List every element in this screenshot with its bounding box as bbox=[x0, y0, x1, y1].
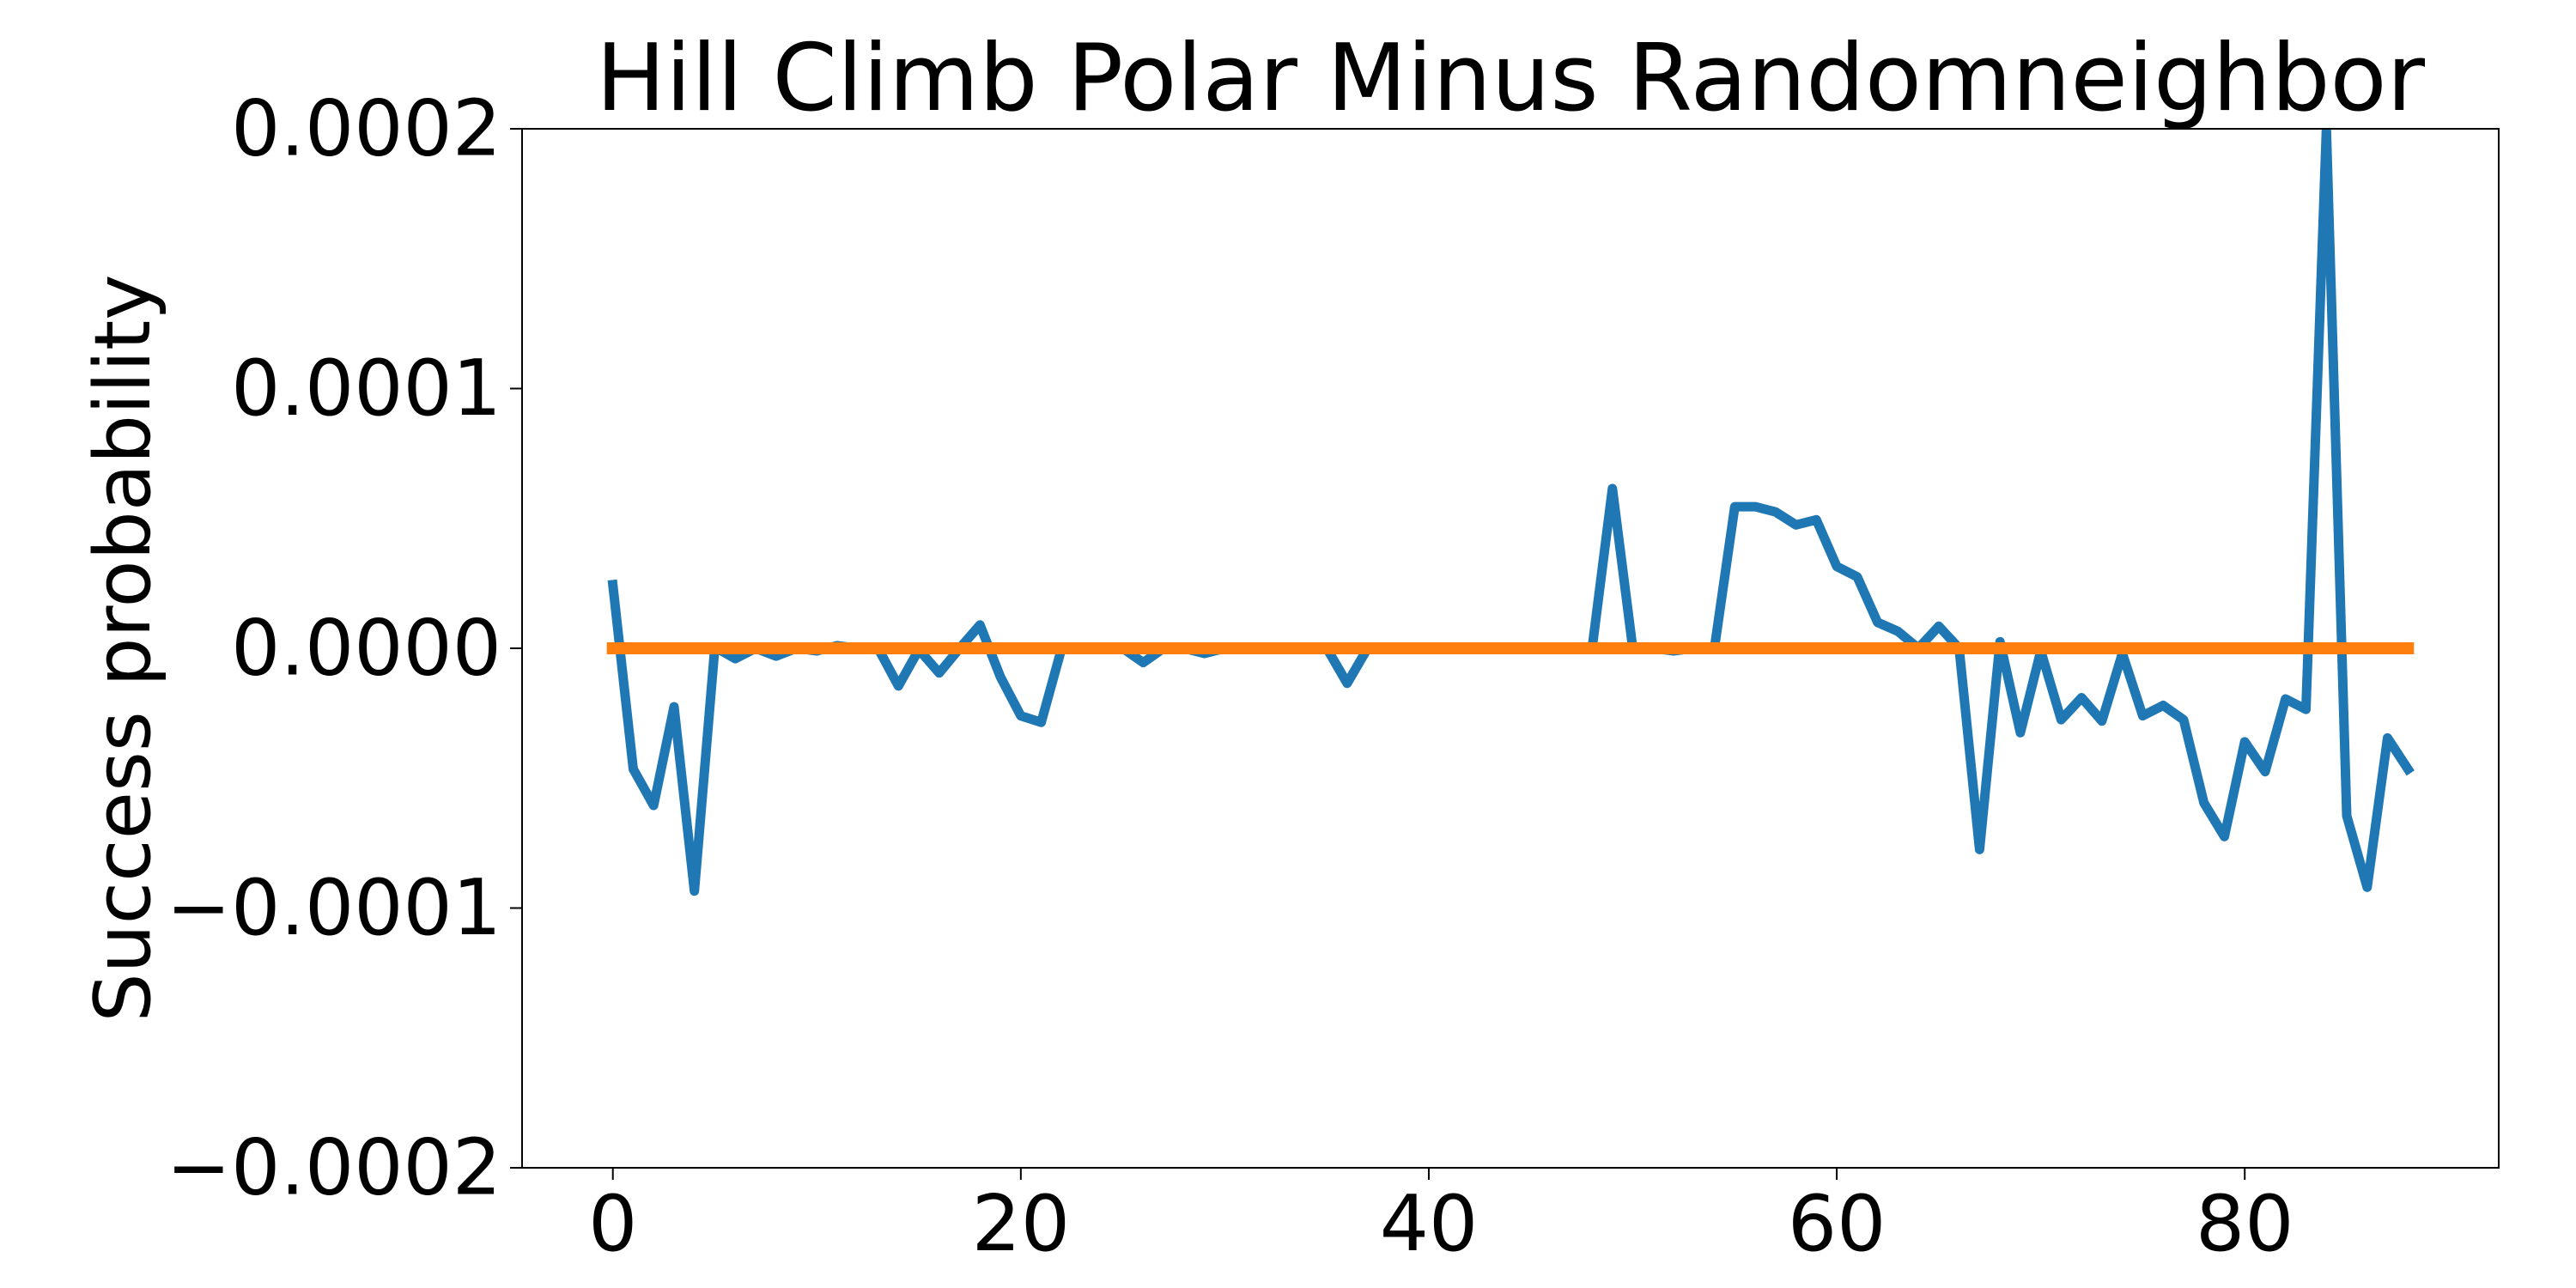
y-tick-label: 0.0002 bbox=[231, 84, 501, 174]
series-layer bbox=[606, 129, 2415, 896]
y-axis: −0.0002 −0.0001 0.0000 0.0001 0.0002 bbox=[167, 84, 522, 1213]
y-tick-label: 0.0000 bbox=[231, 604, 501, 694]
y-tick-label: −0.0002 bbox=[167, 1123, 501, 1213]
x-tick-label: 80 bbox=[2196, 1179, 2294, 1269]
x-tick-label: 20 bbox=[972, 1179, 1071, 1269]
series-line-1 bbox=[607, 129, 2415, 896]
y-axis-label: Success probability bbox=[78, 274, 168, 1022]
chart-title: Hill Climb Polar Minus Randomneighbor bbox=[596, 25, 2426, 132]
x-axis: 0 20 40 60 80 bbox=[588, 1168, 2293, 1269]
y-tick-label: 0.0001 bbox=[231, 343, 501, 434]
x-tick-label: 60 bbox=[1788, 1179, 1886, 1269]
y-tick-label: −0.0001 bbox=[167, 863, 501, 953]
x-tick-label: 0 bbox=[588, 1179, 637, 1269]
x-tick-label: 40 bbox=[1380, 1179, 1479, 1269]
